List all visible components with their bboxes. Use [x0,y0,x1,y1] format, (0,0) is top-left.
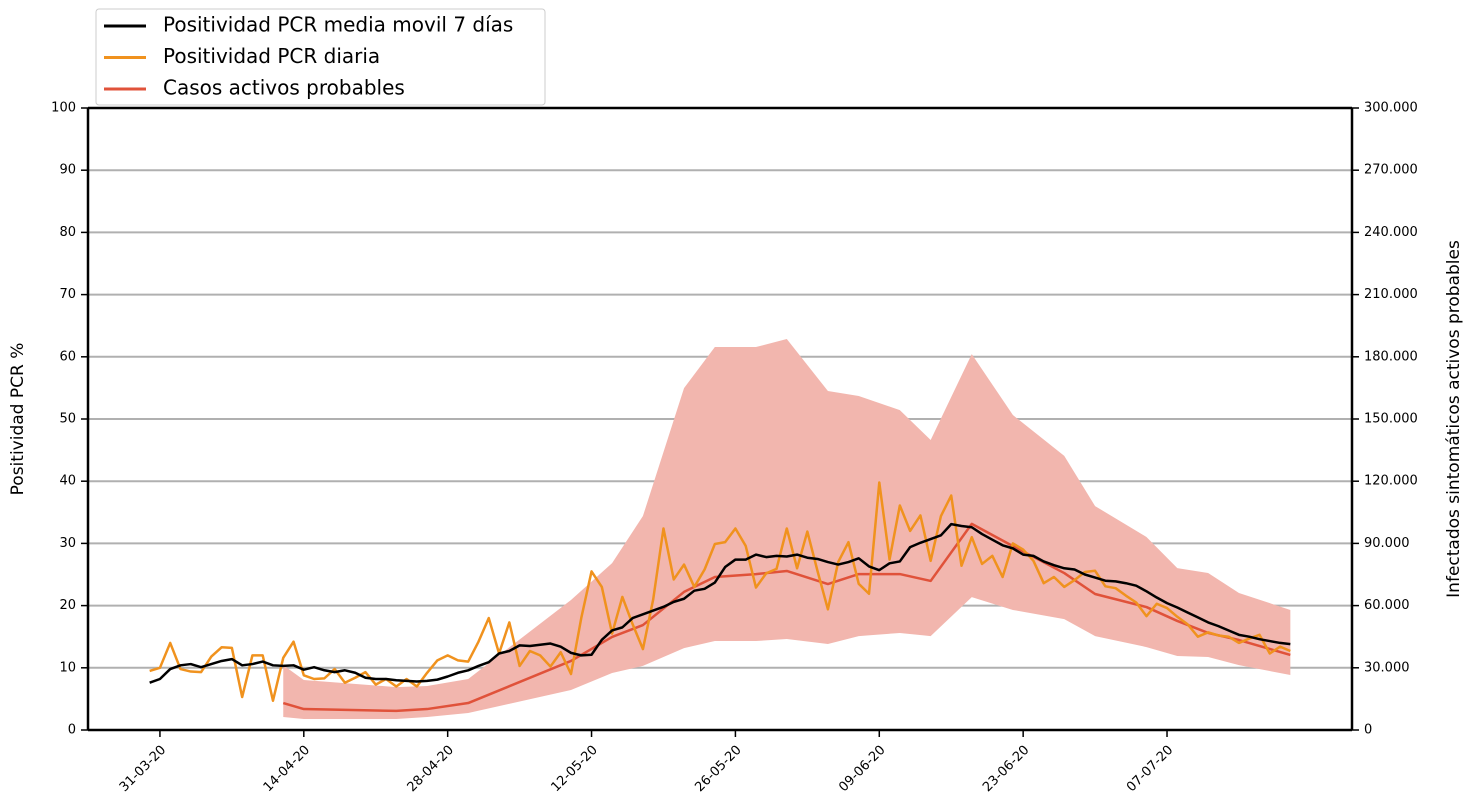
y-tick-label: 50 [59,412,76,427]
legend-label: Positividad PCR media movil 7 días [163,13,513,37]
y-tick-label: 0 [68,723,76,738]
y2-tick-label: 0 [1364,723,1372,738]
x-tick-label: 26-05-20 [692,743,744,795]
y-axis-label: Positividad PCR % [8,343,28,496]
y2-tick-label: 90.000 [1364,536,1410,551]
y2-tick-label: 270.000 [1364,163,1418,178]
y2-axis-label: Infectados sintomáticos activos probable… [1444,240,1464,598]
x-tick-label: 14-04-20 [261,743,313,795]
y-tick-label: 80 [59,225,76,240]
y-tick-label: 40 [59,474,76,489]
x-tick-label: 23-06-20 [980,743,1032,795]
x-tick-label: 07-07-20 [1124,743,1176,795]
y-tick-label: 60 [59,349,76,364]
y2-tick-label: 300.000 [1364,101,1418,116]
y-tick-label: 100 [51,101,76,116]
legend-box [95,8,546,106]
legend-label: Casos activos probables [163,76,405,100]
x-tick-label: 09-06-20 [836,743,888,795]
y-tick-label: 70 [59,287,76,302]
y2-tick-label: 60.000 [1364,598,1410,613]
y2-tick-label: 240.000 [1364,225,1418,240]
y-tick-label: 10 [59,660,76,675]
y2-tick-label: 210.000 [1364,287,1418,302]
y2-tick-label: 180.000 [1364,349,1418,364]
series-line [282,522,1291,713]
x-tick-label: 28-04-20 [405,743,457,795]
y2-tick-label: 150.000 [1364,412,1418,427]
series-line [149,522,1291,684]
legend-label: Positividad PCR diaria [163,44,380,68]
y2-tick-label: 120.000 [1364,474,1418,489]
x-tick-label: 31-03-20 [117,743,169,795]
y-tick-label: 90 [59,163,76,178]
y-tick-label: 20 [59,598,76,613]
x-tick-label: 12-05-20 [549,743,601,795]
y-tick-label: 30 [59,536,76,551]
y2-tick-label: 30.000 [1364,660,1410,675]
